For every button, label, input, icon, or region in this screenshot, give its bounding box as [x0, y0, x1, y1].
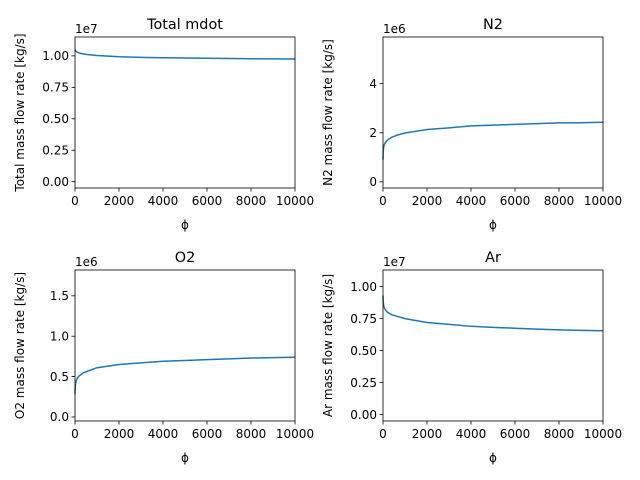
y-axis-label: N2 mass flow rate [kg/s]: [321, 39, 335, 186]
y-tick-label: 0.75: [350, 312, 377, 326]
x-tick-label: 8000: [236, 427, 267, 441]
y-axis-label: Ar mass flow rate [kg/s]: [321, 274, 335, 417]
x-tick-label: 4000: [456, 194, 487, 208]
axis-offset-label: 1e7: [383, 255, 406, 269]
x-tick-label: 6000: [192, 427, 223, 441]
axes-frame: [382, 269, 604, 422]
x-tick-label: 0: [71, 194, 79, 208]
subplot-title: Total mdot: [146, 17, 223, 33]
x-tick-label: 10000: [276, 427, 314, 441]
subplot-title: Ar: [485, 250, 501, 266]
x-tick-label: 10000: [276, 194, 314, 208]
x-tick-label: 2000: [412, 427, 443, 441]
x-tick-label: 8000: [544, 194, 575, 208]
y-tick-label: 1.0: [50, 329, 69, 343]
x-axis-label: ϕ: [489, 451, 497, 465]
series-line-1: [74, 49, 296, 60]
axis-offset-label: 1e6: [75, 255, 98, 269]
series-line-1: [382, 295, 604, 332]
y-tick-label: 4: [369, 77, 377, 91]
x-axis-label: ϕ: [489, 218, 497, 232]
y-tick-label: 0.25: [42, 143, 69, 157]
x-tick-label: 0: [71, 427, 79, 441]
x-tick-label: 0: [379, 427, 387, 441]
subplot-title: O2: [175, 250, 195, 266]
x-tick-label: 2000: [104, 194, 135, 208]
series-line-1: [382, 121, 604, 160]
y-tick-label: 1.5: [50, 289, 69, 303]
subplot-1: 0 2000 4000 6000 8000 10000 0.00 0.25 0.50 0.75 1.…: [13, 17, 314, 232]
y-tick-label: 0.75: [42, 81, 69, 95]
subplot-4: 0 2000 4000 6000 8000 10000 0.00 0.25 0.50 0.75 1.…: [321, 250, 622, 465]
subplot-3: 0 2000 4000 6000 8000 10000 0.0 0.5 1.0 1.5 O2 ϕ O2 …: [13, 250, 314, 465]
x-tick-label: 6000: [192, 194, 223, 208]
y-axis-label: Total mass flow rate [kg/s]: [13, 33, 27, 192]
x-tick-label: 8000: [236, 194, 267, 208]
x-tick-label: 0: [379, 194, 387, 208]
x-tick-label: 4000: [148, 194, 179, 208]
y-tick-label: 2: [369, 126, 377, 140]
y-tick-label: 1.00: [350, 280, 377, 294]
x-tick-label: 4000: [456, 427, 487, 441]
x-axis-label: ϕ: [181, 451, 189, 465]
axes-frame: [382, 36, 604, 189]
axes-frame: [74, 36, 296, 189]
x-tick-label: 2000: [412, 194, 443, 208]
x-tick-label: 10000: [584, 194, 622, 208]
y-tick-label: 0.0: [50, 410, 69, 424]
x-tick-label: 6000: [500, 194, 531, 208]
subplot-2: 0 2000 4000 6000 8000 10000 0 2 4 N2 ϕ N2 mass flow…: [321, 17, 622, 232]
x-axis-label: ϕ: [181, 218, 189, 232]
axis-offset-label: 1e6: [383, 22, 406, 36]
y-tick-label: 0.00: [350, 408, 377, 422]
axis-offset-label: 1e7: [75, 22, 98, 36]
axes-frame: [74, 269, 296, 422]
y-tick-label: 1.00: [42, 49, 69, 63]
y-tick-label: 0.5: [50, 370, 69, 384]
y-axis-label: O2 mass flow rate [kg/s]: [13, 272, 27, 419]
y-tick-label: 0.50: [350, 344, 377, 358]
x-tick-label: 8000: [544, 427, 575, 441]
x-tick-label: 4000: [148, 427, 179, 441]
x-tick-label: 2000: [104, 427, 135, 441]
y-tick-label: 0.25: [350, 376, 377, 390]
y-tick-label: 0.50: [42, 112, 69, 126]
x-tick-label: 10000: [584, 427, 622, 441]
x-tick-label: 6000: [500, 427, 531, 441]
subplot-title: N2: [483, 17, 503, 33]
y-tick-label: 0: [369, 175, 377, 189]
y-tick-label: 0.00: [42, 175, 69, 189]
series-line-1: [74, 356, 296, 395]
